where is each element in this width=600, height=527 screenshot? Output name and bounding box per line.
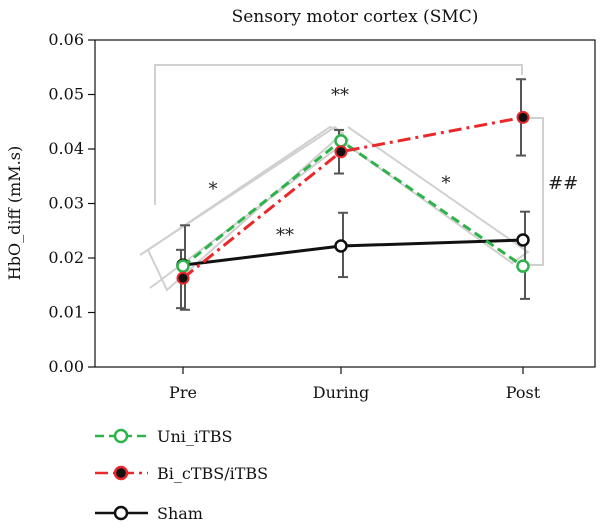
series-line-sham <box>182 238 524 267</box>
marker-bi-ctbs-itbs-1 <box>334 145 348 159</box>
series-line-bi-ctbs-itbs <box>182 115 524 280</box>
sig-during: ** <box>331 85 349 106</box>
y-tick-label-5: 0.05 <box>48 85 84 104</box>
legend-label-bi-ctbs-itbs: Bi_cTBS/iTBS <box>157 464 268 483</box>
bracket-bi-pre-during <box>146 125 345 292</box>
y-tick-label-0: 0.00 <box>48 357 84 376</box>
series-lines <box>176 110 530 285</box>
marker-sham-1 <box>334 239 348 253</box>
y-tick-label-3: 0.03 <box>48 194 84 213</box>
y-tick-label-2: 0.02 <box>48 248 84 267</box>
marker-bi-ctbs-itbs-2 <box>516 110 530 124</box>
chart-title: Sensory motor cortex (SMC) <box>232 7 479 27</box>
sig-bi-pre-during: ** <box>276 225 294 246</box>
x-tick-label-during: During <box>313 383 369 402</box>
bracket-post-difference <box>525 117 544 266</box>
marker-sham-2 <box>516 233 530 247</box>
legend-marker-sham <box>113 505 129 521</box>
legend: Uni_iTBS Bi_cTBS/iTBS Sham <box>95 427 268 523</box>
marker-uni-itbs-0 <box>176 259 190 273</box>
bracket-pre-post <box>154 64 523 205</box>
y-axis-title: HbO_diff (mM.s) <box>5 146 24 280</box>
marker-bi-ctbs-itbs-0 <box>176 271 190 285</box>
bracket-uni-pre-during <box>139 125 350 289</box>
sig-post-difference: ## <box>548 173 578 194</box>
legend-label-uni-itbs: Uni_iTBS <box>157 427 232 446</box>
y-tick-label-1: 0.01 <box>48 303 84 322</box>
axes: 0.00 0.01 0.02 0.03 0.04 0.05 0.06 Pre During Pos… <box>48 30 540 402</box>
legend-marker-bi-ctbs-itbs <box>113 465 129 481</box>
bracket-uni-during-post <box>342 126 530 265</box>
marker-uni-itbs-2 <box>516 259 530 273</box>
sig-uni-pre-during: * <box>209 179 218 200</box>
x-tick-label-post: Post <box>506 383 541 402</box>
sig-uni-during-post: * <box>442 173 451 194</box>
x-tick-label-pre: Pre <box>169 383 197 402</box>
series-line-uni-itbs <box>182 138 524 268</box>
y-tick-label-4: 0.04 <box>48 139 84 158</box>
y-tick-label-6: 0.06 <box>48 30 84 49</box>
y-axis-title-group: HbO_diff (mM.s) <box>5 146 24 280</box>
annotation-text-group: * ** ** * ## <box>209 85 579 246</box>
legend-marker-uni-itbs <box>113 428 129 444</box>
legend-label-sham: Sham <box>157 504 203 523</box>
marker-uni-itbs-1 <box>334 134 348 148</box>
